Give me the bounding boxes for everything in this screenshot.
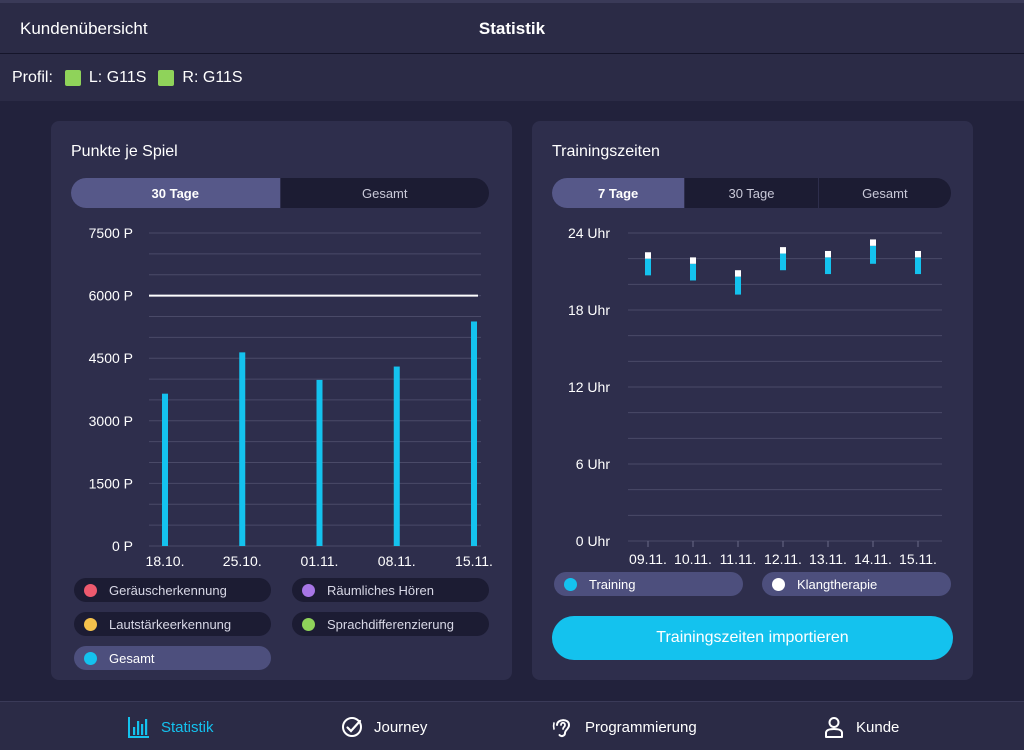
legend-dot <box>84 617 97 631</box>
legend-training[interactable]: Training <box>554 572 743 596</box>
bar-08.11.[interactable] <box>393 366 400 546</box>
y-tick-label: 18 Uhr <box>568 302 610 318</box>
x-tick-label: 09.11. <box>629 551 667 566</box>
y-tick-label: 1500 P <box>89 475 133 491</box>
y-tick-label: 4500 P <box>89 350 133 366</box>
nav-label: Programmierung <box>585 718 697 736</box>
legend-label: Gesamt <box>109 650 155 666</box>
training-card-title: Trainingszeiten <box>552 143 660 160</box>
legend-total[interactable]: Gesamt <box>74 646 271 670</box>
legend-sound-therapy[interactable]: Klangtherapie <box>762 572 951 596</box>
points-chart: 7500 P 6000 P 4500 P 3000 P 1500 P 0 P 18.10. 2… <box>89 225 493 569</box>
x-tick-label: 13.11. <box>809 551 847 566</box>
points-card-title: Punkte je Spiel <box>71 143 178 160</box>
sound-therapy-bar-10.11.[interactable] <box>690 257 696 264</box>
bar-15.11.[interactable] <box>471 321 477 546</box>
back-to-customer-overview-link[interactable]: Kundenübersicht <box>20 19 148 38</box>
x-tick-label: 18.10. <box>146 553 185 569</box>
training-bar-09.11.[interactable] <box>645 258 651 276</box>
legend-dot <box>302 617 315 631</box>
sound-therapy-bar-11.11.[interactable] <box>735 270 741 277</box>
legend-speech-differentiation[interactable]: Sprachdifferenzierung <box>292 612 489 636</box>
legend-dot <box>564 577 577 591</box>
nav-statistik[interactable]: Statistik <box>127 715 214 739</box>
legend-label: Training <box>589 576 636 592</box>
y-tick-label: 0 P <box>112 538 133 554</box>
bar-18.10.[interactable] <box>162 393 168 546</box>
y-tick-label: 0 Uhr <box>576 533 611 549</box>
ear-icon <box>552 719 571 738</box>
points-per-game-card: Punkte je Spiel 30 Tage Gesamt 7500 P 600… <box>51 121 512 680</box>
legend-dot <box>84 583 97 597</box>
import-training-times-button[interactable]: Trainingszeiten importieren <box>552 616 953 660</box>
legend-dot <box>302 583 315 597</box>
training-bar-15.11.[interactable] <box>915 257 921 275</box>
right-profile-value: R: G11S <box>182 68 243 86</box>
y-tick-label: 6 Uhr <box>576 456 611 472</box>
bottom-navigation: Statistik Journey Programmierung Kunde <box>0 701 1024 750</box>
legend-spatial-hearing[interactable]: Räumliches Hören <box>292 578 489 602</box>
x-tick-label: 15.11. <box>455 553 493 569</box>
x-tick-label: 12.11. <box>764 551 802 566</box>
sound-therapy-bar-12.11.[interactable] <box>780 247 786 254</box>
x-tick-label: 01.11. <box>301 553 339 569</box>
y-tick-label: 6000 P <box>89 288 133 304</box>
nav-label: Statistik <box>161 718 214 736</box>
profile-bar: Profil: L: G11S R: G11S <box>0 54 1024 101</box>
x-tick-label: 15.11. <box>899 551 937 566</box>
x-tick-label: 10.11. <box>674 551 712 566</box>
y-tick-label: 7500 P <box>89 225 133 241</box>
x-tick-label: 11.11. <box>720 551 757 566</box>
training-bar-10.11.[interactable] <box>690 263 696 281</box>
left-profile-value: L: G11S <box>88 68 147 86</box>
person-icon <box>825 717 843 738</box>
tab-7-days[interactable]: 7 Tage <box>552 178 685 208</box>
sound-therapy-bar-13.11.[interactable] <box>825 250 831 258</box>
legend-noise-recognition[interactable]: Geräuscherkennung <box>74 578 271 602</box>
legend-label: Räumliches Hören <box>327 582 434 598</box>
training-bar-14.11.[interactable] <box>870 245 876 264</box>
training-bar-11.11.[interactable] <box>735 276 741 295</box>
training-range-selector: 7 Tage 30 Tage Gesamt <box>552 178 951 208</box>
sound-therapy-bar-15.11.[interactable] <box>915 250 921 258</box>
profile-label: Profil: <box>12 68 53 86</box>
training-chart: 24 Uhr 18 Uhr 12 Uhr 6 Uhr 0 Uhr 09.11. 10.11.… <box>568 225 942 566</box>
y-tick-label: 3000 P <box>89 413 133 429</box>
y-tick-label: 24 Uhr <box>568 225 610 241</box>
left-profile-swatch <box>64 69 81 86</box>
legend-label: Sprachdifferenzierung <box>327 616 454 632</box>
x-tick-label: 14.11. <box>854 551 892 566</box>
nav-programmierung[interactable]: Programmierung <box>551 715 697 739</box>
training-bar-12.11.[interactable] <box>780 253 786 271</box>
tab-30-days[interactable]: 30 Tage <box>71 178 280 208</box>
legend-label: Lautstärkeerkennung <box>109 616 232 632</box>
tab-total[interactable]: Gesamt <box>817 178 951 208</box>
x-tick-label: 25.10. <box>223 553 262 569</box>
x-tick-label: 08.11. <box>378 553 416 569</box>
legend-label: Klangtherapie <box>797 576 878 592</box>
nav-kunde[interactable]: Kunde <box>822 715 899 739</box>
right-profile-swatch <box>158 69 175 86</box>
legend-dot <box>84 651 97 665</box>
nav-label: Kunde <box>856 718 900 736</box>
legend-dot <box>772 577 785 591</box>
top-bar: Kundenübersicht Statistik <box>0 0 1024 54</box>
points-range-selector: 30 Tage Gesamt <box>71 178 489 208</box>
nav-label: Journey <box>374 718 428 736</box>
page-title: Statistik <box>478 19 546 38</box>
check-circle-icon <box>342 717 362 737</box>
legend-loudness-recognition[interactable]: Lautstärkeerkennung <box>74 612 271 636</box>
nav-journey[interactable]: Journey <box>340 715 427 739</box>
sound-therapy-bar-09.11.[interactable] <box>645 252 651 259</box>
training-times-card: Trainingszeiten 7 Tage 30 Tage Gesamt 24… <box>532 121 973 680</box>
training-bar-13.11.[interactable] <box>825 257 831 275</box>
legend-label: Geräuscherkennung <box>109 582 227 598</box>
y-tick-label: 12 Uhr <box>568 379 610 395</box>
bar-chart-icon <box>128 717 149 738</box>
bar-01.11.[interactable] <box>316 379 323 546</box>
tab-total[interactable]: Gesamt <box>279 178 490 208</box>
tab-30-days[interactable]: 30 Tage <box>684 178 817 208</box>
sound-therapy-bar-14.11.[interactable] <box>870 239 876 246</box>
bar-25.10.[interactable] <box>239 352 246 546</box>
